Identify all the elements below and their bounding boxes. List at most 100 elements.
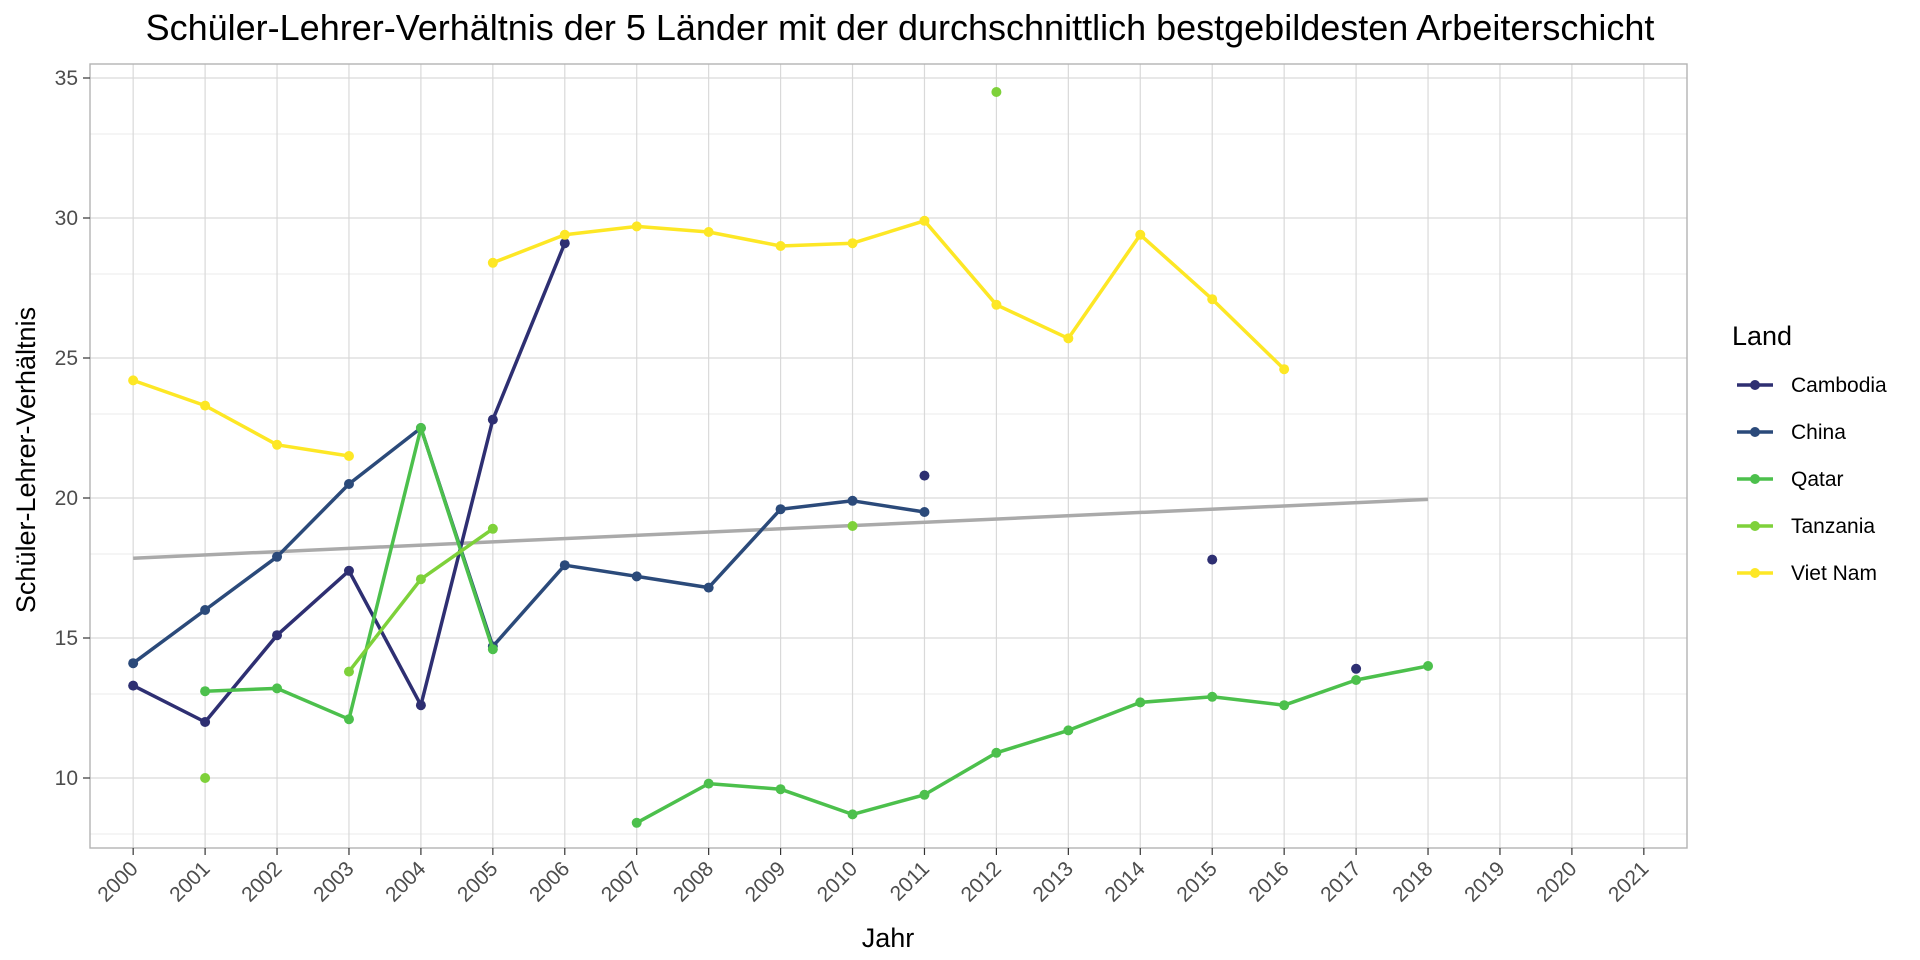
data-point [703,227,714,237]
data-point [631,817,642,828]
legend-key-point [1750,521,1760,531]
data-point [343,479,354,489]
x-tick-label: 2011 [886,857,934,905]
x-tick-label: 2019 [1460,857,1509,906]
data-point [1135,229,1146,240]
series-line-segment [634,224,711,234]
series-line-segment [347,577,423,674]
y-tick-label: 20 [55,487,78,510]
data-point [487,644,498,655]
series-line-segment [994,303,1071,341]
data-point [487,414,498,425]
data-point [343,714,354,725]
data-point [272,630,283,641]
data-point [415,700,426,711]
x-tick-label: 2017 [1316,857,1365,906]
series-viet-nam [128,215,1290,461]
legend-label: China [1791,421,1846,444]
series-line-segment [850,219,927,245]
series-layer [128,87,1434,828]
data-point [775,504,786,515]
series-line-segment [419,417,495,707]
data-point [991,87,1002,97]
series-line-segment [778,241,855,248]
series-line-segment [347,426,423,721]
y-tick-label: 30 [55,207,78,230]
series-line-segment [131,608,207,665]
series-line-segment [275,569,351,637]
data-point [1207,294,1218,305]
data-point [200,773,211,783]
data-point [272,439,283,450]
legend-item-tanzania: Tanzania [1737,515,1875,538]
series-tanzania [200,87,1002,783]
series-line-segment [850,499,927,514]
y-tick-label: 15 [55,627,78,650]
data-point [919,470,930,481]
x-tick-label: 2012 [957,857,1006,906]
series-line-segment [491,563,567,649]
y-tick-label: 10 [55,767,78,790]
data-point [128,680,139,691]
data-point [200,605,211,615]
series-line-segment [491,241,567,422]
series-line-segment [347,426,423,486]
x-tick-label: 2016 [1244,857,1293,906]
trend-layer [133,497,1429,560]
legend-label: Viet Nam [1791,562,1877,585]
series-qatar [200,423,1434,828]
data-point [631,571,642,582]
data-point [775,784,786,795]
series-line-segment [922,751,999,797]
x-tick-label: 2003 [309,857,358,906]
data-point [775,241,786,251]
series-line-segment [1210,695,1286,707]
series-line-segment [131,683,207,724]
series-line-segment [419,426,495,651]
series-line-segment [1066,700,1143,733]
data-point [559,560,570,571]
data-point [415,574,426,585]
series-line-segment [203,686,279,693]
series-line-segment [491,233,567,265]
series-line-segment [634,574,711,590]
x-tick-label: 2009 [741,857,790,906]
data-point [1279,700,1290,711]
data-point [847,809,858,820]
x-tick-label: 2014 [1101,857,1151,907]
series-line-segment [131,378,207,408]
data-point [1207,691,1218,702]
legend: Land Cambodia China Qatar Tanzania Viet Nam [1732,321,1887,585]
legend-label: Qatar [1791,468,1844,491]
data-point [919,789,930,800]
series-line-segment [778,787,855,817]
legend-label: Tanzania [1791,515,1875,538]
data-point [703,582,714,593]
data-point [559,229,570,240]
data-point [272,551,283,562]
series-line-segment [563,563,639,579]
y-axis-ticks: 10 15 20 25 30 35 [55,67,90,790]
series-line-segment [778,499,855,511]
series-line-segment [1210,297,1286,371]
data-point [487,257,498,268]
data-point [200,717,211,727]
data-point [919,507,930,517]
legend-key-point [1750,568,1760,578]
data-point [919,215,930,226]
data-point [1351,663,1362,674]
data-point [487,523,498,534]
x-tick-label: 2006 [525,857,574,906]
series-line-segment [275,686,351,721]
series-line-segment [850,793,927,817]
y-axis-title: Schüler-Lehrer-Verhältnis [11,307,41,613]
series-line-segment [275,443,351,458]
series-line-segment [1066,233,1143,341]
y-tick-label: 25 [55,347,78,370]
series-line-segment [706,507,783,590]
data-point [631,221,642,232]
x-tick-label: 2010 [813,857,862,906]
x-axis-ticks: 2000 2001 2002 2003 2004 2005 2006 2007 2008 2009… [93,848,1653,907]
data-point [991,747,1002,758]
x-tick-label: 2001 [165,857,214,906]
